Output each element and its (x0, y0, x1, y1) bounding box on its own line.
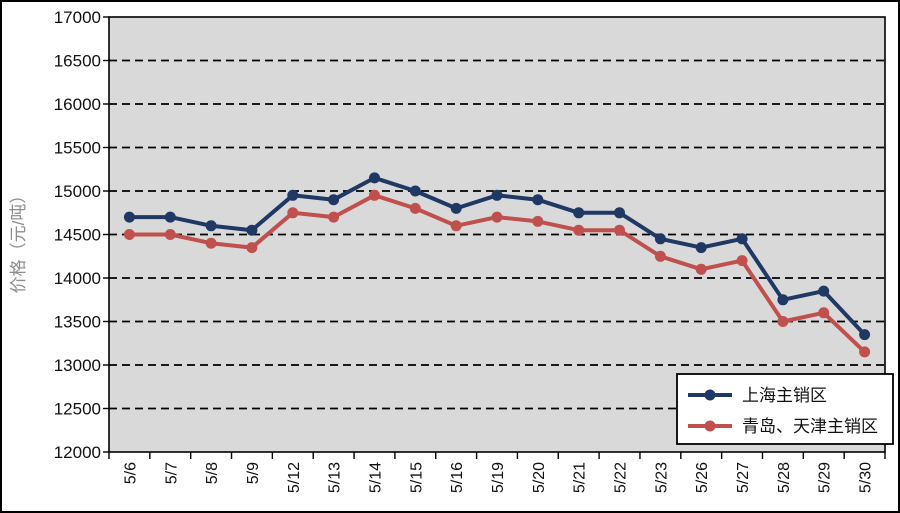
data-point-5-28 (777, 294, 789, 306)
data-point-5-27 (736, 255, 748, 267)
x-tick-label-5-23: 5/23 (653, 462, 670, 493)
x-tick-label-5-21: 5/21 (572, 462, 589, 493)
data-point-5-7 (164, 229, 176, 240)
x-tick-label-5-22: 5/22 (613, 462, 630, 493)
y-tick-label-12500: 12500 (54, 400, 101, 419)
data-point-5-20 (532, 194, 544, 206)
data-point-5-21 (573, 207, 585, 219)
data-point-5-23 (654, 233, 666, 245)
x-tick-label-5-6: 5/6 (122, 462, 139, 484)
data-point-5-19 (491, 189, 503, 201)
x-tick-label-5-7: 5/7 (163, 462, 180, 484)
data-point-5-14 (369, 172, 380, 184)
data-point-5-28 (777, 316, 789, 327)
x-tick-label-5-14: 5/14 (367, 462, 384, 493)
y-tick-label-15000: 15000 (54, 182, 101, 201)
y-tick-label-16500: 16500 (54, 52, 101, 71)
x-tick-label-5-20: 5/20 (531, 462, 548, 493)
data-point-5-12 (287, 189, 299, 201)
data-point-5-9 (246, 224, 258, 236)
x-tick-label-5-9: 5/9 (245, 462, 262, 484)
y-axis-title: 价格（元/吨） (9, 187, 28, 294)
x-tick-label-5-30: 5/30 (858, 462, 875, 493)
series-qingdao-tianjin (123, 189, 871, 358)
data-point-5-27 (736, 233, 748, 245)
x-tick-label-5-8: 5/8 (204, 462, 221, 484)
y-tick-label-14500: 14500 (54, 226, 101, 245)
data-point-5-13 (328, 194, 340, 206)
x-tick-label-5-13: 5/13 (327, 462, 344, 493)
data-point-5-26 (695, 242, 707, 254)
x-tick-label-5-28: 5/28 (776, 462, 793, 493)
data-point-5-13 (328, 211, 340, 223)
data-point-5-14 (369, 189, 380, 201)
y-tick-label-16000: 16000 (54, 95, 101, 114)
data-point-5-16 (450, 202, 462, 214)
data-point-5-26 (695, 263, 707, 275)
legend-marker-icon-shanghai (704, 389, 716, 401)
data-point-5-8 (205, 220, 217, 232)
legend-label-qingdao-tianjin: 青岛、天津主销区 (742, 417, 878, 436)
data-point-5-30 (859, 329, 871, 341)
data-point-5-20 (532, 215, 544, 227)
data-point-5-8 (205, 237, 217, 249)
x-tick-label-5-16: 5/16 (449, 462, 466, 493)
x-tick-label-5-19: 5/19 (490, 462, 507, 493)
data-point-5-22 (614, 207, 625, 219)
data-point-5-23 (654, 250, 666, 262)
axis-labels-layer: 12000 12500 13000 13500 14000 14500 15000 15500… (54, 8, 875, 493)
data-point-5-15 (409, 202, 421, 214)
y-tick-label-13000: 13000 (54, 356, 101, 375)
x-tick-label-5-29: 5/29 (817, 462, 834, 493)
x-tick-label-5-15: 5/15 (408, 462, 425, 493)
legend-marker-icon-qingdao-tianjin (704, 420, 716, 432)
data-point-5-15 (409, 185, 421, 197)
legend-label-shanghai: 上海主销区 (742, 386, 827, 405)
axis-ticks-layer (103, 16, 886, 459)
data-point-5-12 (287, 207, 299, 219)
data-point-5-16 (450, 220, 462, 232)
y-tick-label-15500: 15500 (54, 139, 101, 158)
x-tick-label-5-26: 5/26 (694, 462, 711, 493)
data-point-5-29 (818, 285, 830, 297)
data-point-5-21 (573, 224, 585, 236)
x-tick-label-5-12: 5/12 (286, 462, 303, 493)
y-tick-label-12000: 12000 (54, 443, 101, 462)
data-point-5-29 (818, 307, 830, 319)
data-point-5-30 (859, 346, 871, 358)
series-shanghai (123, 172, 871, 341)
data-point-5-19 (491, 211, 503, 223)
x-tick-label-5-27: 5/27 (735, 462, 752, 493)
y-tick-label-14000: 14000 (54, 269, 101, 288)
data-point-5-6 (123, 229, 135, 240)
legend-box (676, 373, 894, 445)
data-series-layer (123, 172, 871, 358)
y-tick-label-13500: 13500 (54, 313, 101, 332)
legend: 上海主销区 青岛、天津主销区 (676, 373, 894, 445)
data-point-5-22 (614, 224, 625, 236)
data-point-5-9 (246, 242, 258, 254)
plot-area-border (108, 16, 886, 453)
data-point-5-6 (123, 211, 135, 223)
data-point-5-7 (164, 211, 176, 223)
y-tick-label-17000: 17000 (54, 8, 101, 27)
